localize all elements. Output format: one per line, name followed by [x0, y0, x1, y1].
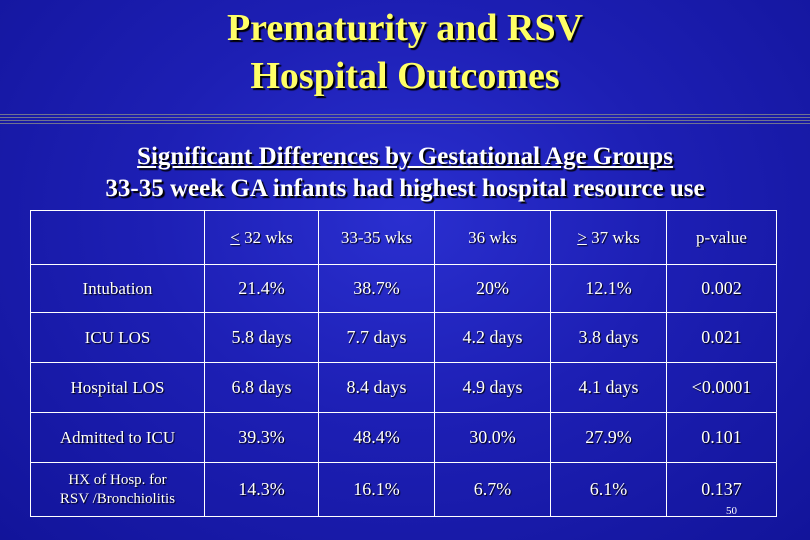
outcomes-table: < 32 wks 33-35 wks 36 wks > 37 wks p-val… — [30, 210, 777, 517]
table-cell: 39.3% — [204, 412, 319, 463]
table-cell: 4.9 days — [434, 362, 551, 413]
table-cell: 0.002 — [666, 264, 777, 313]
table-cell: 30.0% — [434, 412, 551, 463]
table-cell: 27.9% — [550, 412, 667, 463]
row-label-intubation: Intubation — [30, 264, 205, 313]
table-cell: 0.021 — [666, 312, 777, 363]
row-label-hospital-los: Hospital LOS — [30, 362, 205, 413]
header-gt37: > 37 wks — [550, 210, 667, 265]
title-line-1: Prematurity and RSV — [226, 7, 584, 49]
header-lt32: < 32 wks — [204, 210, 319, 265]
row-label-hx-line-2: RSV /Bronchiolitis — [59, 490, 176, 507]
table-header-row: < 32 wks 33-35 wks 36 wks > 37 wks p-val… — [30, 210, 777, 265]
table-cell: 14.3% — [204, 462, 319, 517]
table-cell: 8.4 days — [318, 362, 435, 413]
header-p-value: p-value — [666, 210, 777, 265]
table-row: HX of Hosp. for RSV /Bronchiolitis 14.3%… — [30, 462, 777, 517]
slide-title: Prematurity and RSV Hospital Outcomes — [0, 4, 810, 100]
table-cell: 6.7% — [434, 462, 551, 517]
table-row: Hospital LOS 6.8 days 8.4 days 4.9 days … — [30, 362, 777, 413]
table-cell: 6.1% — [550, 462, 667, 517]
table-row: Intubation 21.4% 38.7% 20% 12.1% 0.002 — [30, 264, 777, 313]
row-label-hx-line-1: HX of Hosp. for — [68, 471, 167, 488]
table-cell: 48.4% — [318, 412, 435, 463]
table-cell: 5.8 days — [204, 312, 319, 363]
row-label-admitted-icu: Admitted to ICU — [30, 412, 205, 463]
header-empty-cell — [30, 210, 205, 265]
table-cell: 21.4% — [204, 264, 319, 313]
table-cell: 4.1 days — [550, 362, 667, 413]
table-row: ICU LOS 5.8 days 7.7 days 4.2 days 3.8 d… — [30, 312, 777, 363]
table-cell: 6.8 days — [204, 362, 319, 413]
slide-subtitle: Significant Differences by Gestational A… — [0, 141, 810, 205]
table-cell: 16.1% — [318, 462, 435, 517]
table-row: Admitted to ICU 39.3% 48.4% 30.0% 27.9% … — [30, 412, 777, 463]
table-cell: 3.8 days — [550, 312, 667, 363]
table-cell: 7.7 days — [318, 312, 435, 363]
table-cell: 0.101 — [666, 412, 777, 463]
table-cell: 0.137 — [666, 462, 777, 517]
table-cell: 38.7% — [318, 264, 435, 313]
header-36: 36 wks — [434, 210, 551, 265]
page-number: 50 — [726, 505, 737, 517]
row-label-hx-hosp: HX of Hosp. for RSV /Bronchiolitis — [30, 462, 205, 517]
row-label-icu-los: ICU LOS — [30, 312, 205, 363]
table-cell: <0.0001 — [666, 362, 777, 413]
title-line-2: Hospital Outcomes — [250, 55, 560, 97]
title-divider — [0, 114, 810, 126]
subtitle-line-1: Significant Differences by Gestational A… — [137, 143, 673, 170]
header-33-35: 33-35 wks — [318, 210, 435, 265]
table-cell: 12.1% — [550, 264, 667, 313]
table-cell: 4.2 days — [434, 312, 551, 363]
table-cell: 20% — [434, 264, 551, 313]
subtitle-line-2: 33-35 week GA infants had highest hospit… — [105, 175, 705, 202]
